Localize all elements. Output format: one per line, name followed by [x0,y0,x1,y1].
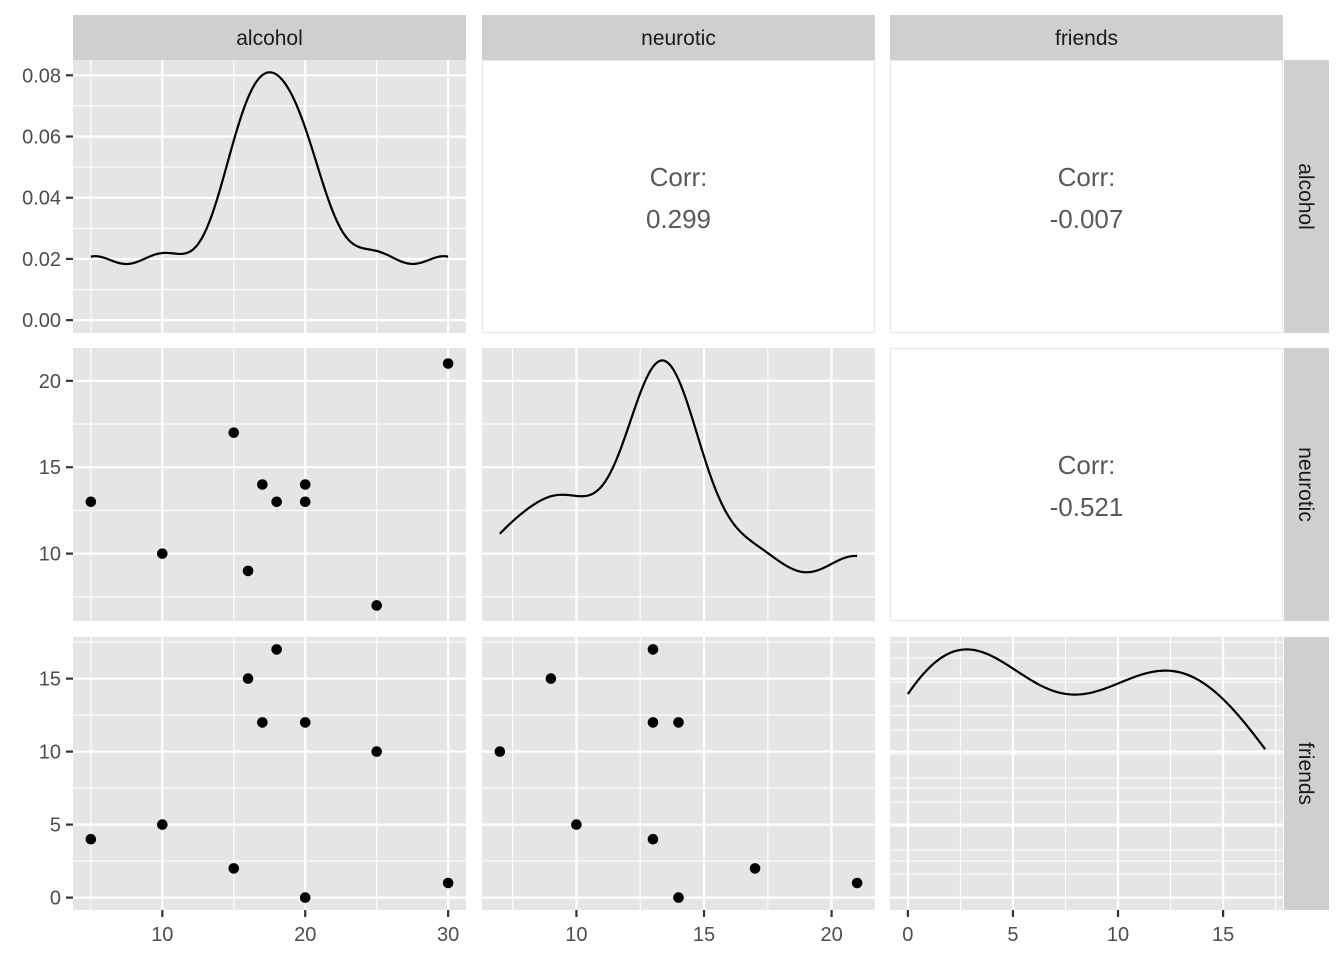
scatter-point [85,496,97,508]
scatter-point [257,479,268,490]
x-tick-label-neurotic: 20 [820,924,842,946]
scatter-point [299,479,311,490]
x-tick-label-neurotic: 15 [693,924,715,946]
scatter-point [242,673,254,684]
corr-panel-bg [481,59,876,334]
panel-bg [482,348,875,621]
strip-top-neurotic-bg [482,15,875,60]
panel-friends-neurotic [482,637,875,910]
scatter-point [371,746,382,757]
scatter-point [673,717,684,728]
y-tick-label-friends: 15 [39,669,61,691]
scatter-point [749,863,761,874]
scatter-point [257,717,268,728]
top-strips: alcohol neurotic friends [73,15,1283,60]
y-tick-label-neurotic: 15 [39,457,61,479]
corr-panel-bg [889,59,1284,334]
y-tick-label-neurotic: 20 [39,371,61,393]
density-curve-neurotic [499,359,858,574]
scatter-point [442,358,454,369]
scatter-point [271,644,282,655]
corr-label-alcohol-friends: Corr: [1058,162,1116,192]
x-tick-label-friends: 15 [1212,924,1234,946]
panel-alcohol-neurotic [481,59,876,334]
density-curve-friends [906,648,1267,750]
strip-right-neurotic-bg [1284,348,1329,621]
strip-top-alcohol-bg [73,15,466,60]
scatter-point [157,548,168,559]
panel-friends-friends [890,637,1283,910]
panel-neurotic-friends [889,347,1284,622]
y-tick-label-alcohol_density: 0.00 [22,310,61,332]
scatter-point [494,746,506,757]
y-tick-label-friends: 5 [50,815,61,837]
scatter-point [299,717,311,728]
scatter-point [673,892,684,903]
panel-alcohol-friends [889,59,1284,334]
strip-right-neurotic: neurotic [1294,447,1317,522]
panel-neurotic-alcohol [73,348,466,621]
corr-value-alcohol-friends: -0.007 [1050,204,1124,234]
scatter-point [271,496,282,508]
x-tick-label-friends: 0 [902,924,913,946]
panel-bg [73,637,466,910]
x-tick-label-alcohol: 20 [294,924,316,946]
strip-top-friends-bg [890,15,1283,60]
panel-bg [73,348,466,621]
strip-right-friends: friends [1294,742,1317,805]
x-tick-label-friends: 10 [1107,924,1129,946]
corr-value-alcohol-neurotic: 0.299 [646,204,711,234]
scatter-point [371,600,382,611]
x-tick-label-friends: 5 [1007,924,1018,946]
y-tick-label-alcohol_density: 0.02 [22,249,61,271]
corr-label-alcohol-neurotic: Corr: [650,162,708,192]
scatter-point [442,877,454,889]
x-tick-label-alcohol: 10 [151,924,173,946]
corr-value-neurotic-friends: -0.521 [1050,492,1124,522]
right-strips: alcohol neurotic friends [1284,60,1329,910]
scatter-point [242,565,254,577]
strip-top-alcohol: alcohol [236,27,303,50]
density-curve-alcohol [90,71,449,266]
scatter-point [157,819,168,830]
scatter-point [85,833,97,845]
scatter-point [647,833,659,845]
panel-friends-alcohol [73,637,466,910]
scatter-point [228,427,240,438]
scatter-point [299,892,311,903]
scatter-point [571,819,582,830]
scatter-point [299,496,311,508]
corr-labels: Corr: 0.299 Corr: -0.007 Corr: -0.521 [646,162,1123,522]
y-tick-label-alcohol_density: 0.06 [22,127,61,149]
panel-neurotic-neurotic [482,348,875,621]
strip-right-alcohol: alcohol [1294,163,1317,230]
y-tick-label-neurotic: 10 [39,544,61,566]
y-tick-label-friends: 0 [50,888,61,910]
corr-panel-bg [889,347,1284,622]
scatter-point [647,717,659,728]
strip-right-friends-bg [1284,637,1329,910]
strip-top-friends: friends [1055,27,1118,50]
corr-label-neurotic-friends: Corr: [1058,450,1116,480]
scatter-point [851,877,863,889]
y-tick-label-alcohol_density: 0.04 [22,188,61,210]
panel-alcohol-alcohol [73,60,466,333]
strip-top-neurotic: neurotic [641,27,716,50]
y-tick-label-alcohol_density: 0.08 [22,65,61,87]
scatter-point [647,644,659,655]
panel-bg [73,60,466,333]
scatter-point [228,863,240,874]
y-tick-label-friends: 10 [39,742,61,764]
x-tick-label-alcohol: 30 [437,924,459,946]
scatter-point [545,673,557,684]
strip-right-alcohol-bg [1284,60,1329,333]
x-tick-label-neurotic: 10 [565,924,587,946]
